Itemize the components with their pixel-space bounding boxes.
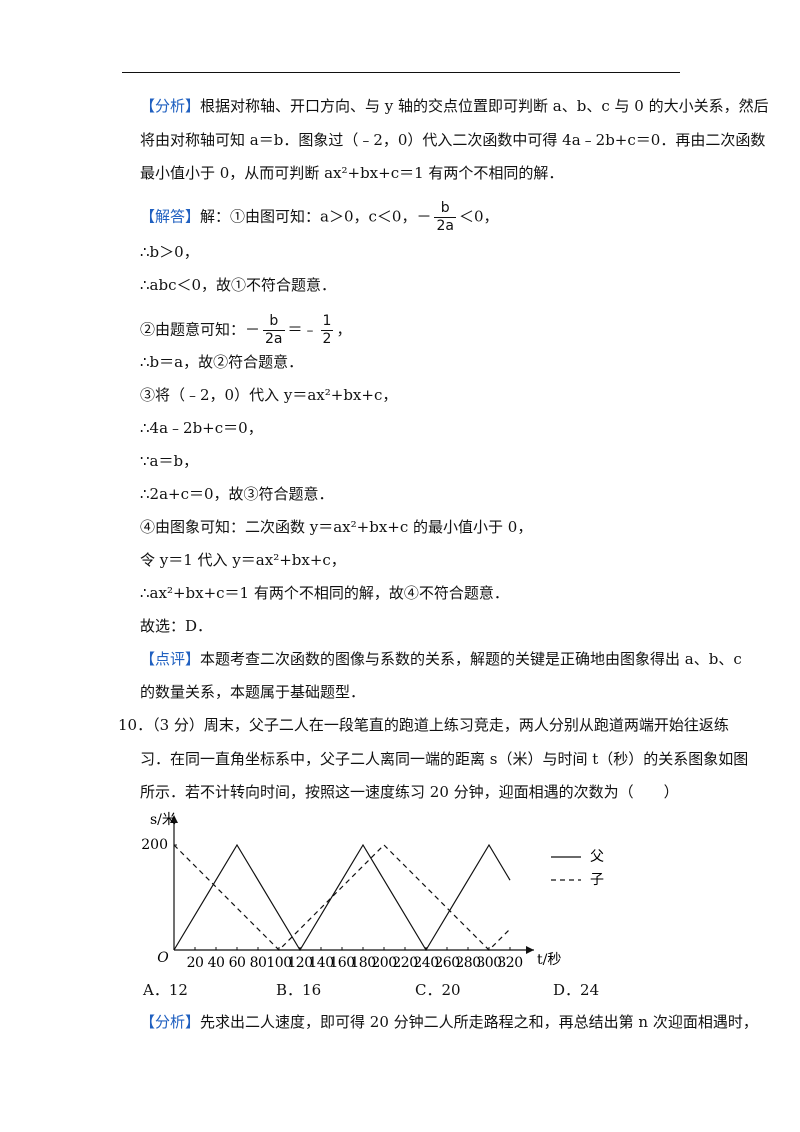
text-run: 所示．若不计转向时间，按照这一速度练习 20 分钟，迎面相遇的次数为（ ） — [140, 783, 679, 801]
text-line: 故选：D． — [140, 616, 212, 636]
text-run: ∴abc＜0，故①不符合题意． — [140, 276, 337, 294]
legend-label: 父 — [590, 849, 604, 865]
x-tick-label: 320 — [497, 955, 522, 971]
x-axis-label: t/秒 — [537, 952, 561, 968]
text-line: 最小值小于 0，从而可判断 ax²+bx+c＝1 有两个不相同的解． — [140, 163, 563, 183]
y-axis-label: s/米 — [150, 812, 176, 828]
section-label: 【分析】 — [140, 1013, 201, 1031]
x-tick-label: 60 — [229, 955, 246, 971]
y-arrow — [170, 815, 178, 823]
denominator: 2a — [434, 217, 456, 234]
x-arrow — [526, 946, 534, 954]
text-run: 根据对称轴、开口方向、与 y 轴的交点位置即可判断 a、b、c 与 0 的大小关… — [200, 97, 769, 115]
text-run: ∴b＝a，故②符合题意． — [140, 353, 304, 371]
x-tick-label: 240 — [413, 955, 438, 971]
x-tick-label: 40 — [208, 955, 225, 971]
section-label: 【点评】 — [140, 650, 201, 668]
text-line: B．16 — [276, 980, 321, 1000]
x-tick-label: 20 — [187, 955, 204, 971]
text-run: ③将（﹣2，0）代入 y＝ax²+bx+c， — [140, 386, 398, 404]
text-line: 【分析】先求出二人速度，即可得 20 分钟二人所走路程之和，再总结出第 n 次迎… — [140, 1012, 758, 1032]
text-run: 习．在同一直角坐标系中，父子二人离同一端的距离 s（米）与时间 t（秒）的关系图… — [140, 750, 749, 768]
text-line: 【点评】本题考查二次函数的图像与系数的关系，解题的关键是正确地由图象得出 a、b… — [140, 649, 742, 669]
text-run: 故选：D． — [140, 617, 213, 635]
series-line — [173, 844, 511, 951]
fraction: b 2a — [434, 200, 456, 235]
x-tick-label: 260 — [434, 955, 459, 971]
fraction: b 2a — [263, 313, 285, 348]
text-line: ∴abc＜0，故①不符合题意． — [140, 275, 336, 295]
text-line: ∴b＝a，故②符合题意． — [140, 352, 303, 372]
text-line: 【分析】根据对称轴、开口方向、与 y 轴的交点位置即可判断 a、b、c 与 0 … — [140, 96, 769, 116]
text-run: ∴b＞0， — [140, 243, 199, 261]
text-run: 先求出二人速度，即可得 20 分钟二人所走路程之和，再总结出第 n 次迎面相遇时… — [200, 1013, 758, 1031]
text-run: 将由对称轴可知 a＝b．图象过（﹣2，0）代入二次函数中可得 4a﹣2b+c＝0… — [140, 131, 766, 149]
x-tick-label: 140 — [308, 955, 333, 971]
text-run: （3 分）周末，父子二人在一段笔直的跑道上练习竞走，两人分别从跑道两端开始往返练 — [152, 716, 729, 734]
numerator: b — [440, 200, 450, 216]
text-line: ∴b＞0， — [140, 242, 199, 262]
text-run: 解：①由图可知：a＞0，c＜0，－ — [200, 207, 432, 226]
text-line: 【解答】解：①由图可知：a＞0，c＜0，－ b 2a ＜0， — [140, 200, 499, 235]
x-tick-label: 280 — [455, 955, 480, 971]
text-run: 令 y＝1 代入 y＝ax²+bx+c， — [140, 551, 346, 569]
question-number: 10． — [118, 716, 153, 734]
text-run: ∴ax²+bx+c＝1 有两个不相同的解，故④不符合题意． — [140, 584, 509, 602]
text-run: ＝﹣ — [287, 320, 318, 339]
option: B．16 — [276, 981, 322, 999]
x-tick-label: 100 — [266, 955, 291, 971]
text-run: 的数量关系，本题属于基础题型． — [140, 683, 366, 701]
text-run: ∴2a+c＝0，故③符合题意． — [140, 485, 334, 503]
text-run: 最小值小于 0，从而可判断 ax²+bx+c＝1 有两个不相同的解． — [140, 164, 564, 182]
text-line: D．24 — [553, 980, 599, 1000]
x-tick-label: 180 — [350, 955, 375, 971]
y-tick-label: 200 — [141, 837, 168, 853]
text-run: ④由图象可知：二次函数 y＝ax²+bx+c 的最小值小于 0， — [140, 518, 533, 536]
series-line — [173, 843, 511, 952]
x-tick-label: 200 — [371, 955, 396, 971]
text-run: ＜0， — [458, 207, 499, 226]
text-line: 的数量关系，本题属于基础题型． — [140, 682, 365, 702]
text-line: 将由对称轴可知 a＝b．图象过（﹣2，0）代入二次函数中可得 4a﹣2b+c＝0… — [140, 130, 765, 150]
header-rule — [122, 72, 680, 73]
option: C．20 — [415, 981, 461, 999]
text-run: ②由题意可知：－ — [140, 320, 261, 339]
x-tick-label: 80 — [250, 955, 267, 971]
legend-label: 子 — [590, 872, 604, 888]
text-line: ∴ax²+bx+c＝1 有两个不相同的解，故④不符合题意． — [140, 583, 509, 603]
text-line: ②由题意可知：－ b 2a ＝﹣ 1 2， — [140, 313, 351, 348]
denominator: 2a — [263, 330, 285, 347]
text-line: A．12 — [143, 980, 188, 1000]
section-label: 【解答】 — [140, 207, 201, 226]
text-run: 本题考查二次函数的图像与系数的关系，解题的关键是正确地由图象得出 a、b、c — [200, 650, 742, 668]
numerator: 1 — [322, 313, 332, 329]
x-tick-label: 300 — [476, 955, 501, 971]
text-run: ， — [336, 320, 352, 339]
text-line: 令 y＝1 代入 y＝ax²+bx+c， — [140, 550, 346, 570]
text-line: ③将（﹣2，0）代入 y＝ax²+bx+c， — [140, 385, 397, 405]
origin-label: O — [157, 950, 169, 966]
text-line: 习．在同一直角坐标系中，父子二人离同一端的距离 s（米）与时间 t（秒）的关系图… — [140, 749, 748, 769]
text-line: C．20 — [415, 980, 461, 1000]
text-line: ④由图象可知：二次函数 y＝ax²+bx+c 的最小值小于 0， — [140, 517, 532, 537]
text-line: ∴2a+c＝0，故③符合题意． — [140, 484, 334, 504]
section-label: 【分析】 — [140, 97, 201, 115]
x-tick-label: 120 — [287, 955, 312, 971]
text-line: ∴4a﹣2b+c＝0， — [140, 418, 263, 438]
text-line: 10．（3 分）周末，父子二人在一段笔直的跑道上练习竞走，两人分别从跑道两端开始… — [118, 715, 729, 735]
x-tick-label: 160 — [329, 955, 354, 971]
x-tick-label: 220 — [392, 955, 417, 971]
option: A．12 — [143, 981, 188, 999]
numerator: b — [269, 313, 279, 329]
text-run: ∴4a﹣2b+c＝0， — [140, 419, 263, 437]
option: D．24 — [553, 981, 600, 999]
text-run: ∵a＝b， — [140, 452, 199, 470]
text-line: 所示．若不计转向时间，按照这一速度练习 20 分钟，迎面相遇的次数为（ ） — [140, 782, 679, 802]
text-line: ∵a＝b， — [140, 451, 198, 471]
denominator: 2 — [320, 330, 334, 347]
